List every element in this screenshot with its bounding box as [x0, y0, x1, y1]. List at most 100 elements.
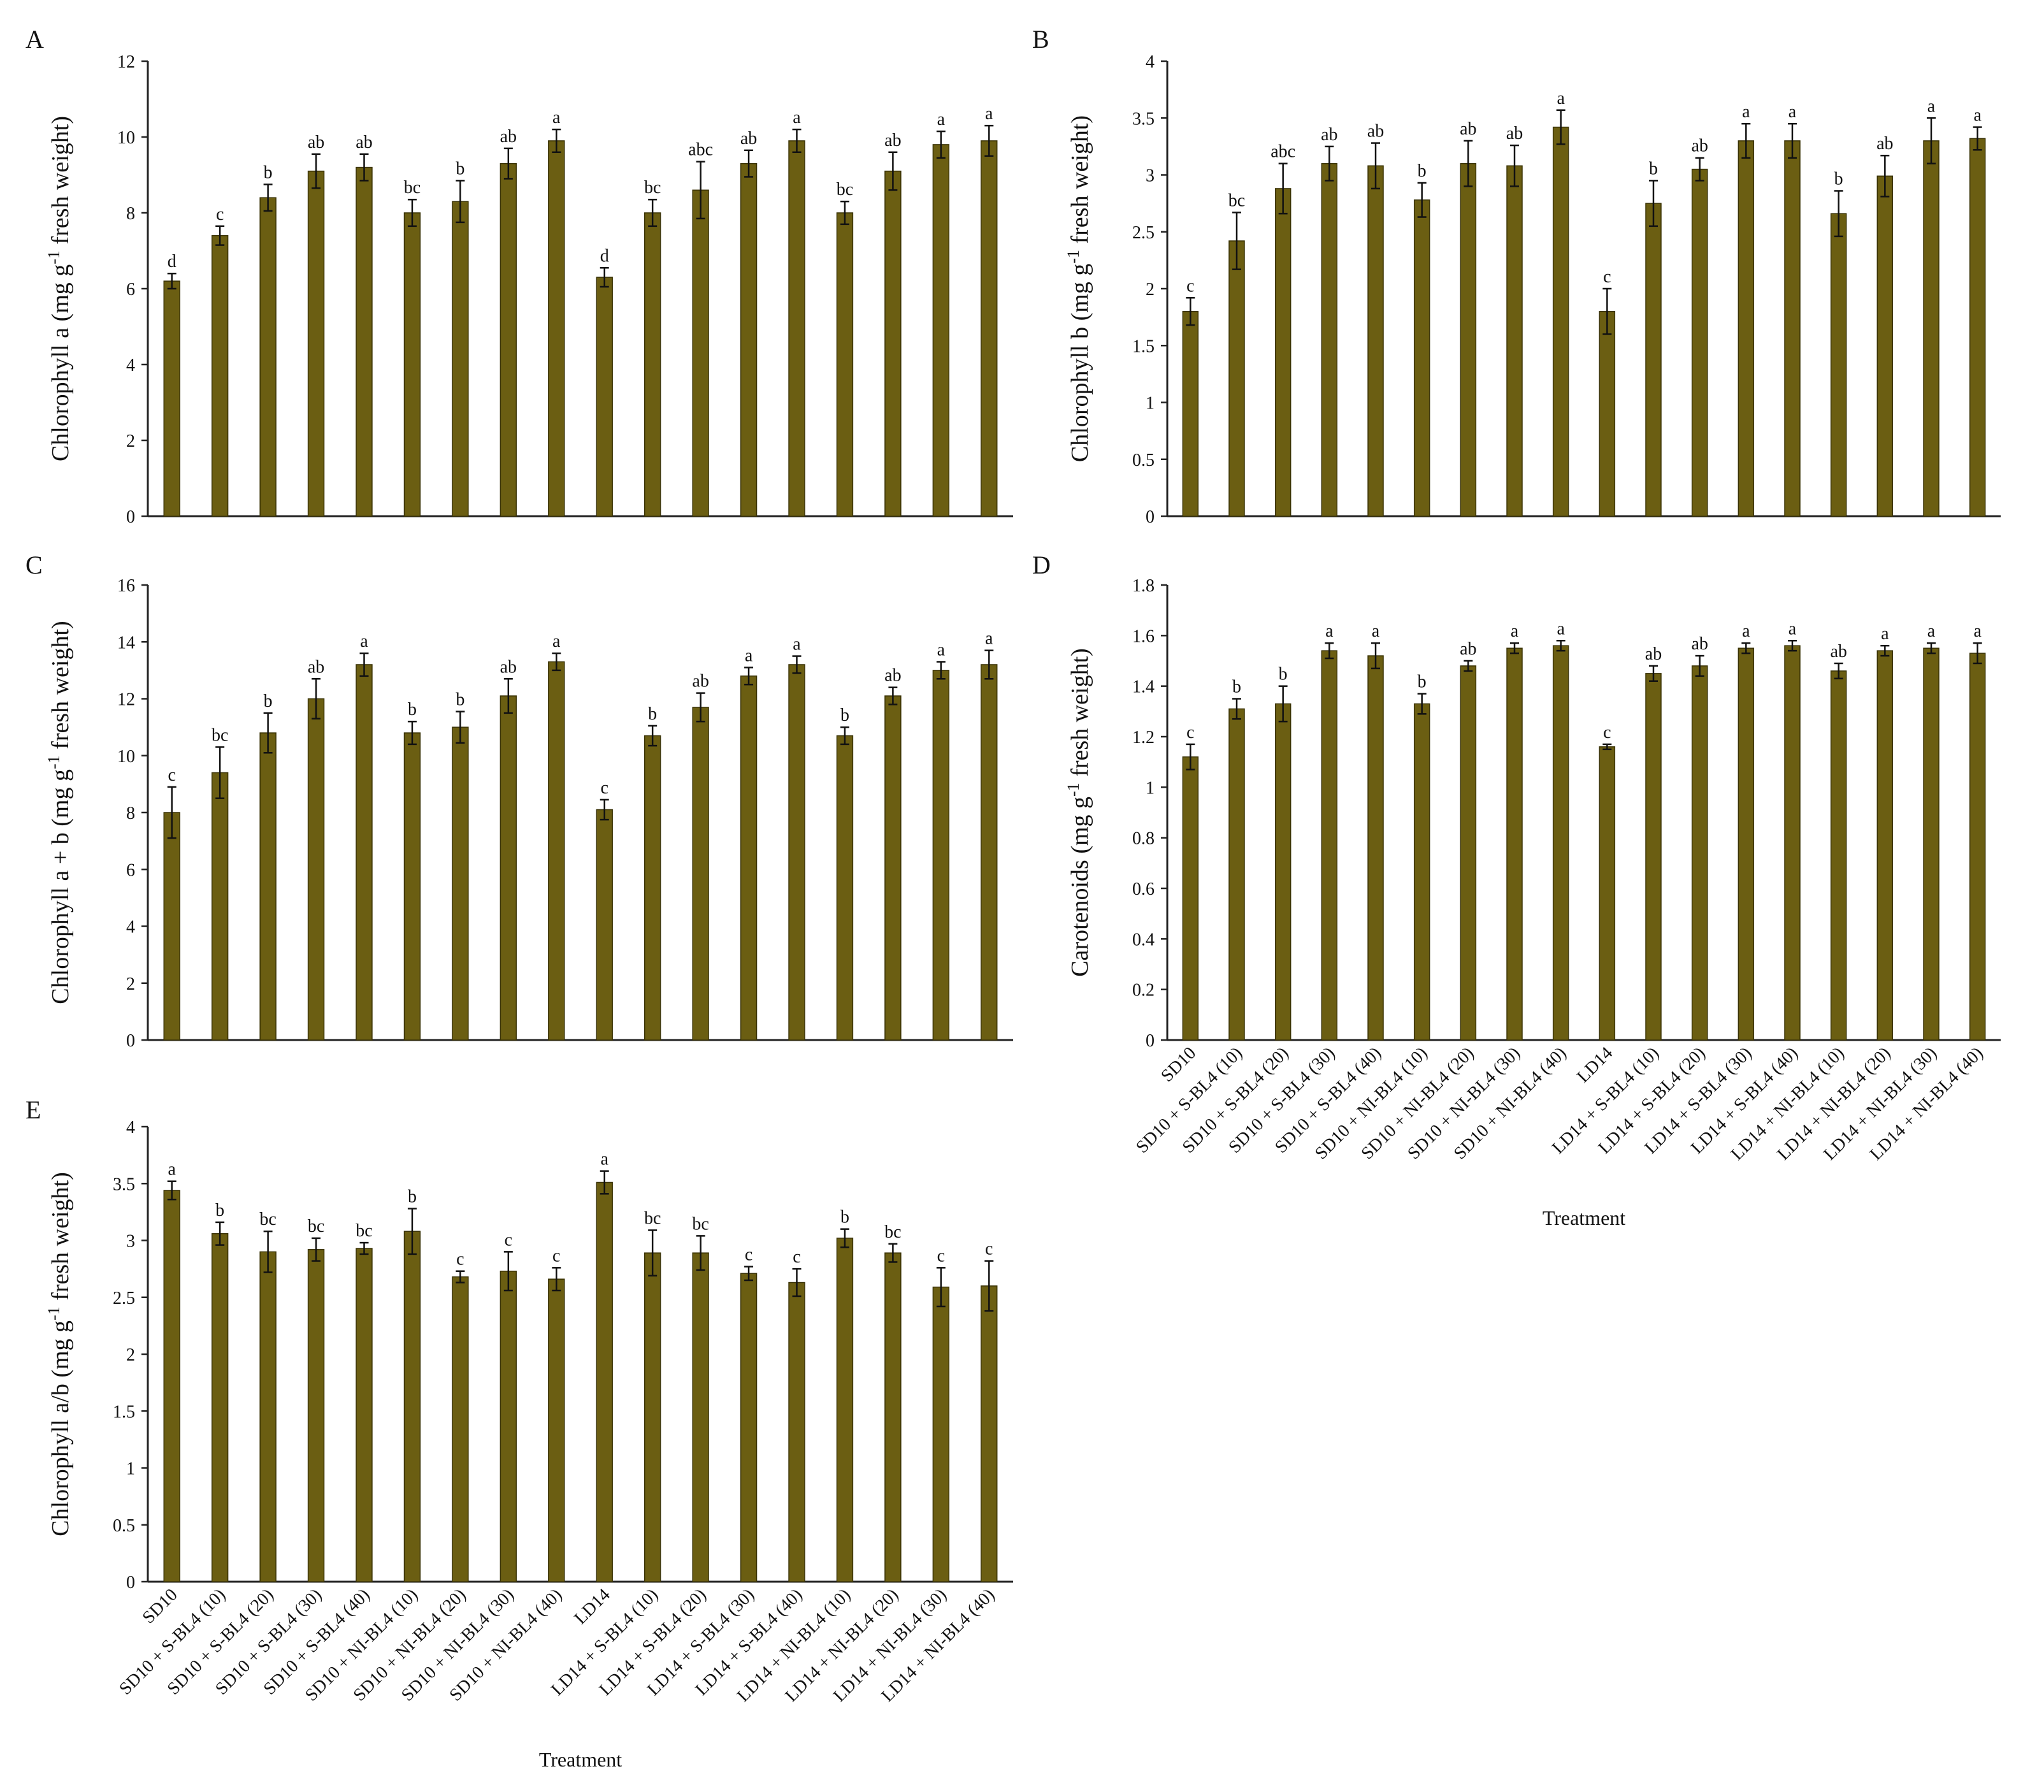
y-tick-label: 0 — [1146, 507, 1155, 527]
significance-label: c — [1186, 276, 1194, 296]
y-tick-label: 4 — [126, 356, 135, 375]
bar — [1876, 175, 1894, 517]
bar — [1413, 199, 1430, 517]
significance-label: ab — [692, 672, 709, 691]
significance-label: a — [793, 108, 801, 127]
bar — [163, 1190, 180, 1582]
significance-label: bc — [308, 1217, 324, 1236]
y-tick-label: 4 — [126, 1118, 135, 1138]
bar — [1182, 310, 1199, 517]
y-tick-label: 14 — [117, 633, 135, 653]
y-tick-label: 1.2 — [1132, 728, 1155, 748]
bar — [644, 212, 661, 517]
significance-label: ab — [308, 657, 324, 677]
y-tick-label: 1 — [1146, 778, 1155, 798]
significance-label: c — [1603, 723, 1611, 742]
bar — [788, 140, 805, 517]
y-tick-label: 0.2 — [1132, 981, 1155, 1001]
y-tick-label: 3 — [1146, 166, 1155, 186]
significance-label: b — [840, 1208, 849, 1227]
bar — [1923, 140, 1940, 517]
bar — [1552, 645, 1569, 1041]
significance-label: b — [840, 705, 849, 725]
significance-label: a — [1788, 619, 1797, 639]
significance-label: ab — [500, 657, 517, 677]
significance-label: a — [1557, 89, 1565, 108]
bar — [1738, 140, 1755, 517]
significance-label: ab — [1367, 122, 1384, 141]
bar — [644, 1252, 661, 1582]
significance-label: a — [1557, 619, 1565, 639]
bar — [692, 707, 709, 1041]
panel-letter: C — [25, 551, 43, 579]
bar — [1413, 703, 1430, 1041]
bar — [1784, 645, 1801, 1041]
x-category-label: SD10 — [1157, 1043, 1200, 1086]
y-tick-label: 12 — [117, 690, 135, 710]
significance-label: a — [1973, 106, 1982, 126]
y-tick-label: 10 — [117, 128, 135, 148]
significance-label: b — [408, 700, 417, 719]
significance-label: c — [793, 1247, 800, 1267]
x-category-label: LD14 — [1573, 1043, 1616, 1087]
bar — [500, 695, 517, 1041]
bar — [452, 1276, 469, 1582]
significance-label: ab — [740, 129, 757, 148]
significance-label: bc — [356, 1221, 372, 1241]
panel-letter: E — [25, 1095, 41, 1124]
bar — [500, 163, 517, 517]
bar — [644, 735, 661, 1041]
significance-label: b — [1834, 169, 1843, 189]
y-tick-label: 6 — [126, 860, 135, 880]
bar — [932, 144, 950, 517]
y-tick-label: 1.5 — [113, 1402, 135, 1422]
significance-label: c — [168, 765, 176, 785]
bar — [163, 280, 180, 517]
significance-label: bc — [404, 178, 421, 198]
bar — [1460, 163, 1477, 517]
y-tick-label: 1.6 — [1132, 626, 1155, 646]
bar — [452, 201, 469, 517]
bar — [1367, 655, 1384, 1041]
bar — [356, 166, 373, 517]
bar — [1460, 665, 1477, 1041]
bar — [1599, 310, 1616, 517]
bar — [1876, 650, 1894, 1041]
bar — [981, 664, 998, 1041]
bar — [1506, 647, 1523, 1041]
significance-label: bc — [644, 1208, 661, 1228]
y-tick-label: 0.6 — [1132, 879, 1155, 899]
significance-label: abc — [1270, 142, 1295, 162]
bar — [548, 140, 565, 517]
bar — [259, 732, 277, 1041]
y-tick-label: 2 — [126, 1345, 135, 1365]
significance-label: ab — [500, 127, 517, 147]
significance-label: d — [600, 246, 609, 266]
significance-label: a — [1742, 621, 1750, 641]
chart-panel-b: B 0 0.5 1 1.5 2 2.5 3 3.5 4 Chlorophyll b (mg g-1 … — [1032, 25, 2001, 527]
bar — [1599, 746, 1616, 1041]
y-axis-label: Chlorophyll a (mg g-1 fresh weight) — [45, 116, 74, 461]
x-category-label: LD14 — [571, 1585, 614, 1628]
significance-label: a — [745, 646, 753, 665]
y-axis-label: Chlorophyll a/b (mg g-1 fresh weight) — [45, 1172, 74, 1536]
y-tick-label: 2.5 — [1132, 223, 1155, 243]
chart-panel-d: D 0 0.2 0.4 0.6 0.8 1 1.2 1.4 1.6 1.8 Carotenoids (… — [1032, 551, 2001, 1229]
bar — [548, 1278, 565, 1582]
bar — [981, 1285, 998, 1582]
significance-label: c — [1186, 723, 1194, 742]
panel-letter: D — [1032, 551, 1051, 579]
significance-label: b — [1418, 672, 1427, 692]
significance-label: ab — [884, 666, 901, 686]
y-tick-label: 2.5 — [113, 1289, 135, 1308]
significance-label: c — [456, 1250, 464, 1269]
significance-label: ab — [884, 131, 901, 150]
significance-label: c — [505, 1230, 512, 1250]
bar — [1691, 168, 1708, 517]
significance-label: a — [1881, 624, 1889, 644]
chart-panel-a: A 0 2 4 6 8 10 12 Chlorophyll a (mg g-1 fresh we… — [25, 25, 1013, 527]
bar — [307, 698, 325, 1041]
bar — [596, 277, 613, 517]
y-tick-label: 3.5 — [1132, 109, 1155, 129]
significance-label: a — [1927, 621, 1936, 641]
